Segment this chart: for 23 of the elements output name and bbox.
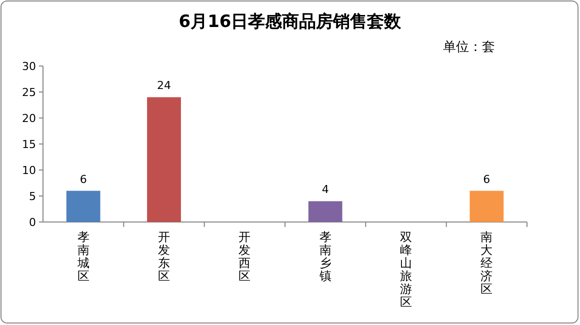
x-tick-label: 孝南乡镇 — [318, 230, 332, 283]
y-tick-label: 25 — [22, 86, 36, 99]
y-tick-label: 5 — [29, 190, 36, 203]
bar — [470, 190, 504, 222]
x-tick-label: 开发西区 — [238, 230, 251, 283]
data-label: 6 — [80, 172, 87, 186]
x-tick-label: 开发东区 — [158, 230, 170, 283]
data-label: 6 — [483, 172, 490, 186]
x-tick-label: 南大经济区 — [480, 230, 493, 296]
bar — [308, 201, 342, 222]
y-tick-label: 15 — [22, 138, 36, 151]
bar — [147, 97, 181, 222]
y-tick-label: 30 — [22, 60, 36, 73]
y-tick-label: 10 — [22, 164, 36, 177]
chart-title: 6月16日孝感商品房销售套数 — [178, 12, 402, 32]
x-tick-label: 孝南城区 — [76, 230, 90, 283]
y-tick-label: 0 — [29, 216, 36, 229]
x-tick-label: 双峰山旅游区 — [400, 230, 412, 309]
data-label: 4 — [322, 183, 329, 196]
y-tick-label: 20 — [22, 112, 36, 125]
data-label: 24 — [157, 79, 171, 92]
text: 单位：套 — [443, 40, 495, 55]
bar — [66, 190, 100, 222]
